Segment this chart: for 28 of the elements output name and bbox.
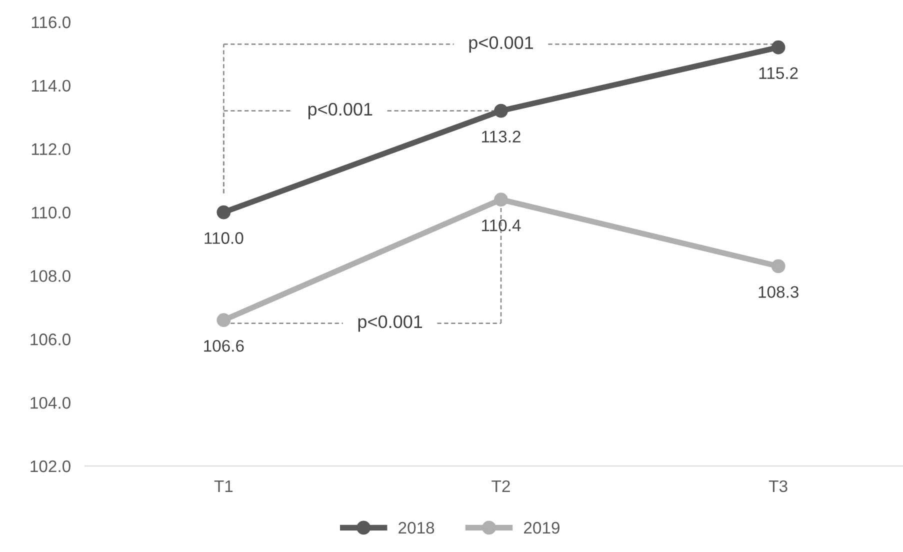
data-label: 115.2 [759, 67, 798, 80]
y-tick-label: 106.0 [30, 334, 70, 346]
x-tick-label: T2 [492, 480, 510, 492]
y-tick-label: 112.0 [32, 143, 70, 156]
point [771, 40, 786, 54]
y-tick-label: 114.0 [32, 80, 70, 92]
point [771, 259, 786, 274]
y-tick-label: 108.0 [30, 270, 70, 282]
legend-label: 2018 [398, 522, 434, 534]
annotation: p<0.001 [358, 315, 422, 332]
data-label: 108.3 [758, 286, 798, 298]
data-label: 113.2 [482, 130, 520, 142]
x-tick-label: T3 [768, 480, 788, 492]
y-tick-label: 102.0 [30, 460, 70, 472]
y-tick-label: 104.0 [30, 396, 70, 409]
annotation: p<0.001 [308, 102, 372, 120]
annotation: p<0.001 [469, 36, 534, 53]
data-label: 106.6 [204, 340, 244, 352]
point [494, 192, 508, 207]
legend-label: 2019 [524, 522, 560, 534]
y-tick-label: 110.0 [32, 206, 70, 218]
x-tick-label: T1 [214, 480, 233, 492]
point [494, 104, 508, 118]
data-label: 110.0 [204, 232, 244, 244]
point [216, 205, 231, 220]
y-tick-label: 116.0 [32, 16, 70, 28]
data-label: 110.4 [482, 219, 521, 232]
point [216, 313, 231, 328]
